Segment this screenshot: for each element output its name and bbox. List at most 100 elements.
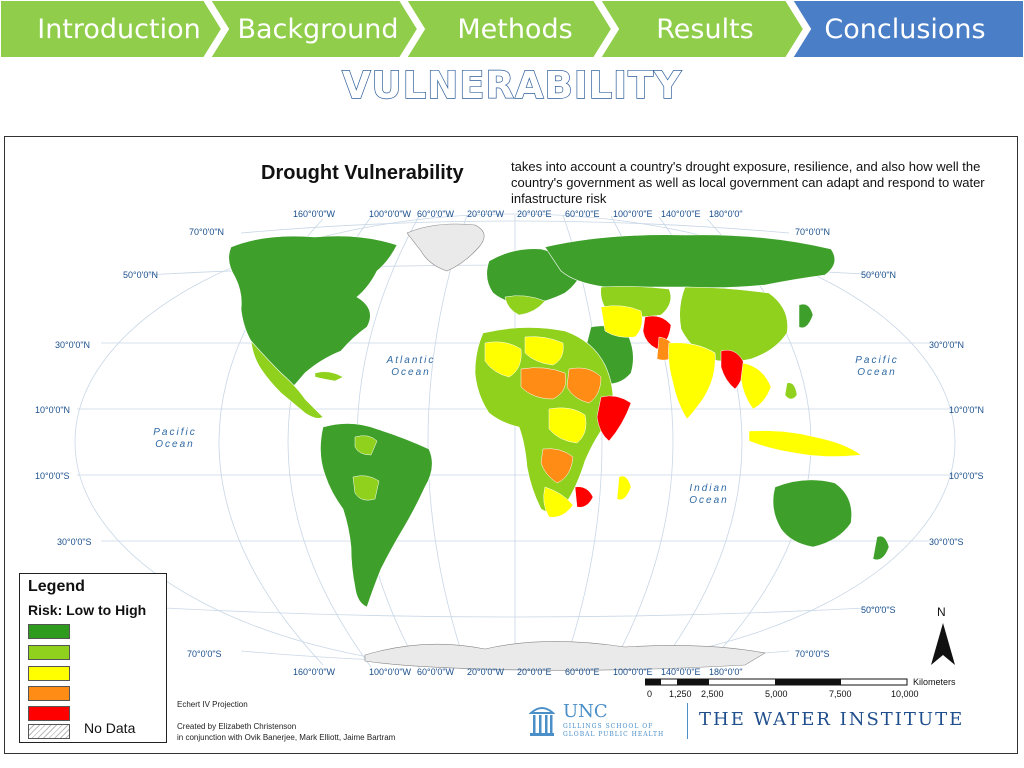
- ocean-label-line: Ocean: [689, 495, 729, 506]
- projection-note: Echert IV Projection: [177, 700, 248, 709]
- australia: [772, 479, 852, 548]
- drought-vulnerability-map: Drought Vulnerability takes into account…: [4, 136, 1018, 754]
- nav-tab-bg-background: [208, 0, 420, 59]
- lon-label-bottom: 60°0'0"W: [417, 667, 455, 677]
- lon-label-bottom: 180°0'0": [709, 667, 743, 677]
- lat-label-right: 10°0'0"S: [949, 471, 984, 481]
- scale-tick: 7,500: [829, 689, 852, 699]
- lon-label-bottom: 160°0'0"W: [293, 667, 336, 677]
- lat-label-left: 50°0'0"N: [123, 270, 159, 280]
- scale-tick: 10,000: [891, 689, 919, 699]
- lon-label-top: 20°0'0"W: [467, 209, 505, 219]
- legend-swatch-no-data: [28, 724, 70, 739]
- tab-introduction[interactable]: Introduction: [37, 14, 201, 45]
- lon-label-top: 100°0'0"E: [613, 209, 653, 219]
- map-description: takes into account a country's drought e…: [511, 159, 985, 206]
- credits-line-2: in conjunction with Ovik Banerjee, Mark …: [177, 733, 396, 742]
- legend-swatch-risk-1: [28, 624, 70, 639]
- russia: [544, 234, 836, 288]
- lat-label-left: 30°0'0"N: [55, 340, 91, 350]
- lat-label-right: 30°0'0"S: [929, 537, 964, 547]
- ocean-label-line: Pacific: [855, 355, 899, 366]
- scale-unit: Kilometers: [913, 677, 956, 687]
- tab-methods[interactable]: Methods: [457, 14, 573, 45]
- legend-swatch-risk-3: [28, 666, 70, 681]
- legend-subtitle: Risk: Low to High: [28, 602, 147, 618]
- lon-label-top: 20°0'0"E: [517, 209, 552, 219]
- legend-swatch-risk-2: [28, 645, 70, 660]
- old-well-icon: [529, 707, 555, 736]
- nav-tab-bg-methods: [404, 0, 614, 59]
- tab-background[interactable]: Background: [237, 14, 399, 45]
- legend-title: Legend: [28, 578, 85, 595]
- lon-label-bottom: 20°0'0"E: [517, 667, 552, 677]
- north-america: [228, 235, 398, 394]
- ocean-label-line: Indian: [689, 483, 729, 494]
- legend-swatch-risk-5: [28, 706, 70, 721]
- north-arrow-icon: [931, 623, 955, 665]
- unc-wordmark: UNC: [563, 701, 608, 722]
- lon-label-top: 100°0'0"W: [369, 209, 412, 219]
- credits-line-1: Created by Elizabeth Christenson: [177, 722, 297, 731]
- map-legend: Legend Risk: Low to High No Data: [19, 573, 167, 743]
- pacific-ocean-label-right: Pacific Ocean: [837, 355, 917, 379]
- ocean-label-line: Ocean: [857, 367, 897, 378]
- world-map-svg: [74, 213, 956, 671]
- indian-ocean-label: Indian Ocean: [669, 483, 749, 507]
- lon-label-bottom: 140°0'0"E: [661, 667, 701, 677]
- section-nav: Introduction Background Methods Results …: [0, 0, 1024, 60]
- lat-label-right: 50°0'0"N: [861, 270, 897, 280]
- south-america: [320, 423, 433, 608]
- tab-results[interactable]: Results: [656, 14, 754, 45]
- lon-label-bottom: 20°0'0"W: [467, 667, 505, 677]
- mexico: [250, 340, 324, 419]
- ocean-label-line: Atlantic: [386, 355, 436, 366]
- nav-chevrons: [0, 0, 1024, 59]
- north-label: N: [937, 605, 946, 619]
- lat-label-right: 50°0'0"S: [861, 605, 896, 615]
- lat-label-left: 10°0'0"S: [35, 471, 70, 481]
- lon-label-top: 180°0'0": [709, 209, 743, 219]
- nav-tab-bg-conclusions: [790, 0, 1024, 59]
- india: [668, 342, 716, 420]
- lat-label-right: 10°0'0"N: [949, 405, 985, 415]
- lat-label-left: 70°0'0"N: [189, 227, 225, 237]
- lon-label-bottom: 60°0'0"E: [565, 667, 600, 677]
- ocean-label-line: Ocean: [391, 367, 431, 378]
- lat-label-right: 30°0'0"N: [929, 340, 965, 350]
- lon-label-top: 140°0'0"E: [661, 209, 701, 219]
- china: [679, 286, 788, 362]
- logo-divider: [687, 703, 688, 739]
- lon-label-top: 60°0'0"E: [565, 209, 600, 219]
- tab-conclusions[interactable]: Conclusions: [824, 14, 986, 45]
- lon-label-bottom: 100°0'0"E: [613, 667, 653, 677]
- pacific-ocean-label-left: Pacific Ocean: [135, 427, 215, 451]
- nav-tab-bg-results: [598, 0, 806, 59]
- atlantic-ocean-label: Atlantic Ocean: [371, 355, 451, 379]
- indonesia: [748, 430, 862, 457]
- greenland-nodata: [406, 223, 485, 272]
- lat-label-left: 30°0'0"S: [57, 537, 92, 547]
- lat-label-left: 70°0'0"S: [187, 649, 222, 659]
- lon-label-bottom: 100°0'0"W: [369, 667, 412, 677]
- map-title: Drought Vulnerability: [261, 162, 464, 184]
- ocean-label-line: Pacific: [153, 427, 197, 438]
- unc-sub-1: GILLINGS SCHOOL OF: [563, 723, 654, 730]
- lon-label-top: 60°0'0"W: [417, 209, 455, 219]
- scale-bar: [645, 678, 908, 686]
- lat-label-left: 10°0'0"N: [35, 405, 71, 415]
- lat-label-right: 70°0'0"N: [795, 227, 831, 237]
- scale-tick: 2,500: [701, 689, 724, 699]
- unc-logo: UNC GILLINGS SCHOOL OF GLOBAL PUBLIC HEA…: [529, 701, 689, 743]
- scale-tick: 1,250: [669, 689, 692, 699]
- lon-label-top: 160°0'0"W: [293, 209, 336, 219]
- slide-title: VULNERABILITY: [341, 63, 682, 107]
- antarctica-nodata: [364, 641, 766, 671]
- legend-no-data-label: No Data: [84, 720, 136, 736]
- ocean-label-line: Ocean: [155, 439, 195, 450]
- legend-swatch-risk-4: [28, 686, 70, 701]
- nav-tab-bg-introduction: [0, 0, 224, 59]
- unc-sub-2: GLOBAL PUBLIC HEALTH: [563, 731, 665, 738]
- lat-label-right: 70°0'0"S: [795, 649, 830, 659]
- water-institute-logo: THE WATER INSTITUTE: [699, 709, 965, 730]
